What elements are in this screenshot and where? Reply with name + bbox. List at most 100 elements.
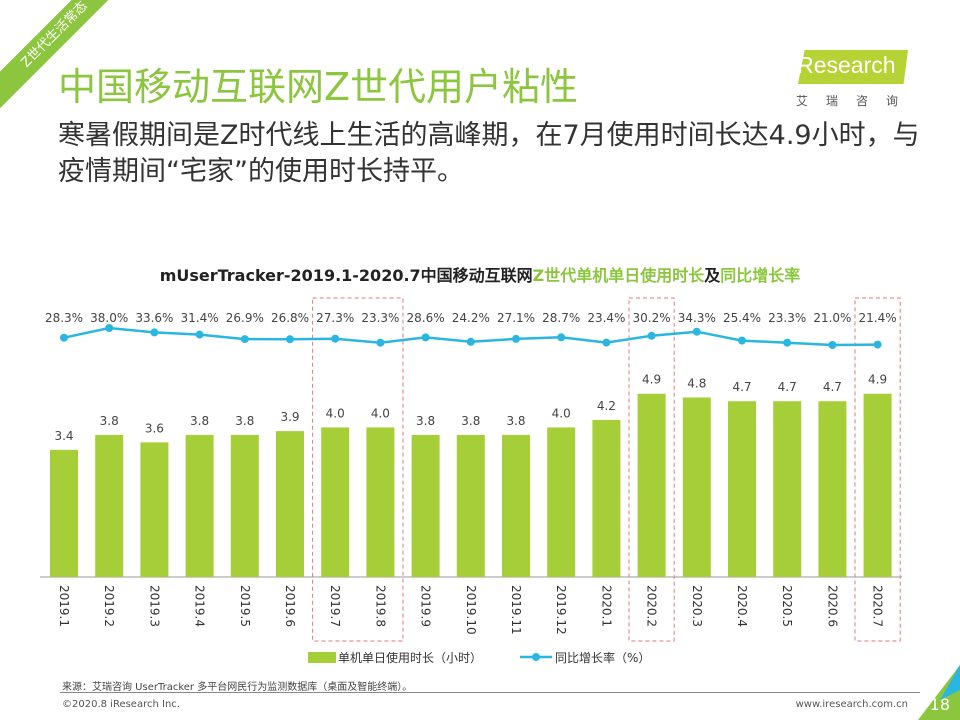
x-tick-label: 2019.4 (193, 585, 207, 627)
bar-label: 4.9 (868, 373, 887, 387)
line-label: 28.6% (407, 311, 445, 325)
bar-label: 4.8 (687, 376, 706, 390)
line-label: 21.0% (813, 311, 851, 325)
website-url: www.iresearch.com.cn (795, 699, 908, 710)
x-tick-label: 2020.2 (645, 585, 659, 627)
bar-label: 3.8 (416, 414, 435, 428)
bar-label: 3.8 (235, 414, 254, 428)
copyright: ©2020.8 iResearch Inc. (62, 699, 180, 710)
line-label: 25.4% (723, 311, 761, 325)
page-number: 18 (929, 695, 950, 714)
bar-label: 3.6 (145, 421, 164, 435)
x-tick-label: 2019.11 (509, 585, 523, 635)
bar-2019.12 (547, 427, 576, 577)
bar-2019.8 (366, 427, 395, 577)
line-label: 23.4% (587, 311, 625, 325)
line-label: 26.9% (226, 311, 264, 325)
bar-2019.10 (456, 434, 485, 577)
bar-label: 3.9 (280, 410, 299, 424)
line-point-2019.7 (331, 334, 340, 343)
line-point-2020.5 (783, 338, 792, 347)
line-point-2019.10 (466, 337, 475, 346)
bar-label: 4.0 (552, 406, 571, 420)
x-tick-label: 2020.6 (825, 585, 839, 627)
bar-label: 3.8 (506, 414, 525, 428)
line-point-2019.6 (286, 335, 294, 344)
bar-label: 3.8 (461, 414, 480, 428)
legend-line-label: 同比增长率（%） (555, 650, 650, 665)
bar-2020.5 (773, 401, 802, 577)
line-label: 26.8% (271, 311, 309, 325)
page-subtitle: 寒暑假期间是Z时代线上生活的高峰期，在7月使用时间长达4.9小时，与疫情期间“宅… (58, 120, 920, 187)
legend-bar-label: 单机单日使用时长（小时） (338, 650, 482, 665)
line-label: 23.3% (768, 311, 806, 325)
line-label: 27.3% (316, 311, 354, 325)
logo-brand: iResearch (792, 52, 896, 78)
bar-2019.5 (230, 434, 259, 577)
bar-2020.6 (818, 401, 847, 577)
line-label: 33.6% (135, 311, 173, 325)
bar-label: 4.7 (778, 380, 797, 394)
bar-2019.7 (321, 427, 350, 577)
bar-2020.7 (863, 393, 892, 577)
x-tick-label: 2020.4 (735, 585, 749, 627)
line-point-2019.2 (105, 324, 114, 332)
line-point-2019.11 (512, 334, 520, 343)
x-tick-label: 2020.7 (871, 585, 885, 627)
bar-label: 4.9 (642, 373, 661, 387)
bar-label: 4.0 (326, 406, 345, 420)
bar-label: 4.2 (597, 399, 616, 413)
line-label: 23.3% (361, 311, 399, 325)
x-tick-label: 2019.6 (283, 585, 297, 627)
bar-label: 4.7 (732, 380, 751, 394)
bar-2020.2 (637, 393, 666, 577)
line-label: 28.7% (542, 311, 580, 325)
x-tick-label: 2019.5 (238, 585, 252, 627)
legend-line-marker (532, 653, 540, 661)
bar-2020.1 (592, 419, 621, 577)
line-point-2020.7 (873, 340, 882, 349)
line-label: 21.4% (859, 311, 897, 325)
x-tick-label: 2019.7 (328, 585, 342, 627)
bar-2019.1 (50, 449, 78, 577)
highlight-box (854, 297, 901, 642)
line-label: 38.0% (90, 311, 128, 325)
line-label: 28.3% (45, 311, 83, 325)
line-label: 24.2% (452, 311, 490, 325)
x-tick-label: 2020.3 (690, 585, 704, 627)
line-point-2019.12 (557, 333, 566, 342)
line-point-2019.9 (421, 333, 430, 342)
x-tick-label: 2020.5 (780, 585, 794, 627)
bar-2019.11 (502, 434, 530, 577)
footer-divider (60, 692, 920, 693)
legend-bar-swatch (308, 652, 336, 663)
bar-2019.9 (411, 434, 440, 577)
line-point-2019.5 (240, 335, 249, 344)
bar-label: 3.8 (100, 414, 119, 428)
bar-2019.3 (140, 442, 169, 577)
bar-label: 4.7 (823, 380, 842, 394)
line-point-2020.4 (738, 336, 746, 345)
line-point-2020.3 (692, 327, 701, 336)
line-label: 30.2% (633, 311, 671, 325)
logo-cn: 艾瑞咨询 (796, 94, 917, 108)
bar-2020.4 (728, 401, 756, 577)
line-label: 34.3% (678, 311, 716, 325)
bar-label: 4.0 (371, 406, 390, 420)
highlight-box (628, 297, 675, 642)
line-point-2020.1 (602, 338, 611, 347)
bar-2019.2 (95, 434, 124, 577)
x-tick-label: 2020.1 (599, 585, 613, 627)
x-tick-label: 2019.12 (554, 585, 568, 635)
x-tick-label: 2019.3 (147, 585, 161, 627)
chart-title: mUserTracker-2019.1-2020.7中国移动互联网Z世代单机单日… (159, 266, 801, 285)
x-tick-label: 2019.1 (57, 585, 71, 627)
x-tick-label: 2019.2 (102, 585, 116, 627)
line-point-2019.8 (376, 338, 385, 347)
highlight-box (312, 297, 404, 642)
x-tick-label: 2019.9 (419, 585, 433, 627)
line-label: 31.4% (181, 311, 219, 325)
bar-label: 3.4 (54, 429, 73, 443)
x-tick-label: 2019.10 (464, 585, 478, 635)
